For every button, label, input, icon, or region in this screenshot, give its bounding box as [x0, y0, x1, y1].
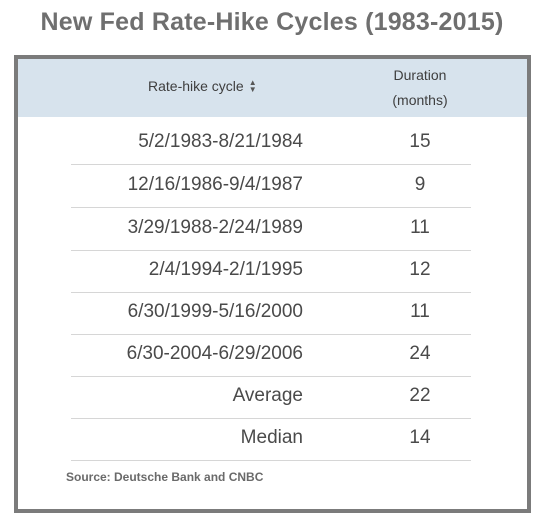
cell-duration: 22	[409, 385, 431, 406]
column-header-cycle[interactable]: Rate-hike cycle ▲ ▼	[148, 78, 257, 94]
column-header-duration: Duration (months)	[378, 63, 462, 113]
cell-duration: 11	[410, 301, 430, 322]
cell-cycle: Median	[240, 427, 303, 448]
source-note: Source: Deutsche Bank and CNBC	[66, 470, 264, 484]
table-row: 12/16/1986-9/4/1987 9	[71, 165, 471, 208]
sort-icon[interactable]: ▲ ▼	[248, 78, 257, 94]
table-header: Rate-hike cycle ▲ ▼ Duration (months)	[18, 59, 527, 117]
cell-duration: 11	[410, 217, 430, 238]
cell-duration: 24	[409, 343, 431, 364]
cell-cycle: 12/16/1986-9/4/1987	[127, 174, 303, 195]
table-row: 3/29/1988-2/24/1989 11	[71, 208, 471, 251]
cell-duration: 12	[409, 259, 431, 280]
column-header-duration-line2: (months)	[392, 92, 448, 108]
sort-up-arrow-icon: ▲	[248, 78, 257, 87]
sort-down-arrow-icon: ▼	[248, 85, 257, 94]
cell-cycle: 5/2/1983-8/21/1984	[138, 131, 303, 152]
table-row-median: Median 14	[71, 418, 471, 461]
column-header-cycle-label: Rate-hike cycle	[148, 78, 244, 94]
table-row: 2/4/1994-2/1/1995 12	[71, 250, 471, 293]
cell-duration: 14	[409, 427, 431, 448]
table-row: 6/30-2004-6/29/2006 24	[71, 334, 471, 377]
cell-cycle: 6/30/1999-5/16/2000	[127, 301, 303, 322]
table-row: 6/30/1999-5/16/2000 11	[71, 292, 471, 335]
table-row-average: Average 22	[71, 376, 471, 419]
table-frame: Rate-hike cycle ▲ ▼ Duration (months) 5/…	[14, 55, 531, 513]
column-header-duration-line1: Duration	[393, 67, 447, 83]
cell-cycle: 6/30-2004-6/29/2006	[126, 343, 303, 364]
cell-cycle: 2/4/1994-2/1/1995	[148, 259, 303, 280]
cell-duration: 15	[409, 131, 431, 152]
page-title: New Fed Rate-Hike Cycles (1983-2015)	[40, 8, 504, 36]
cell-cycle: Average	[232, 385, 303, 406]
cell-cycle: 3/29/1988-2/24/1989	[127, 217, 303, 238]
cell-duration: 9	[414, 174, 426, 195]
table-row: 5/2/1983-8/21/1984 15	[71, 122, 471, 165]
